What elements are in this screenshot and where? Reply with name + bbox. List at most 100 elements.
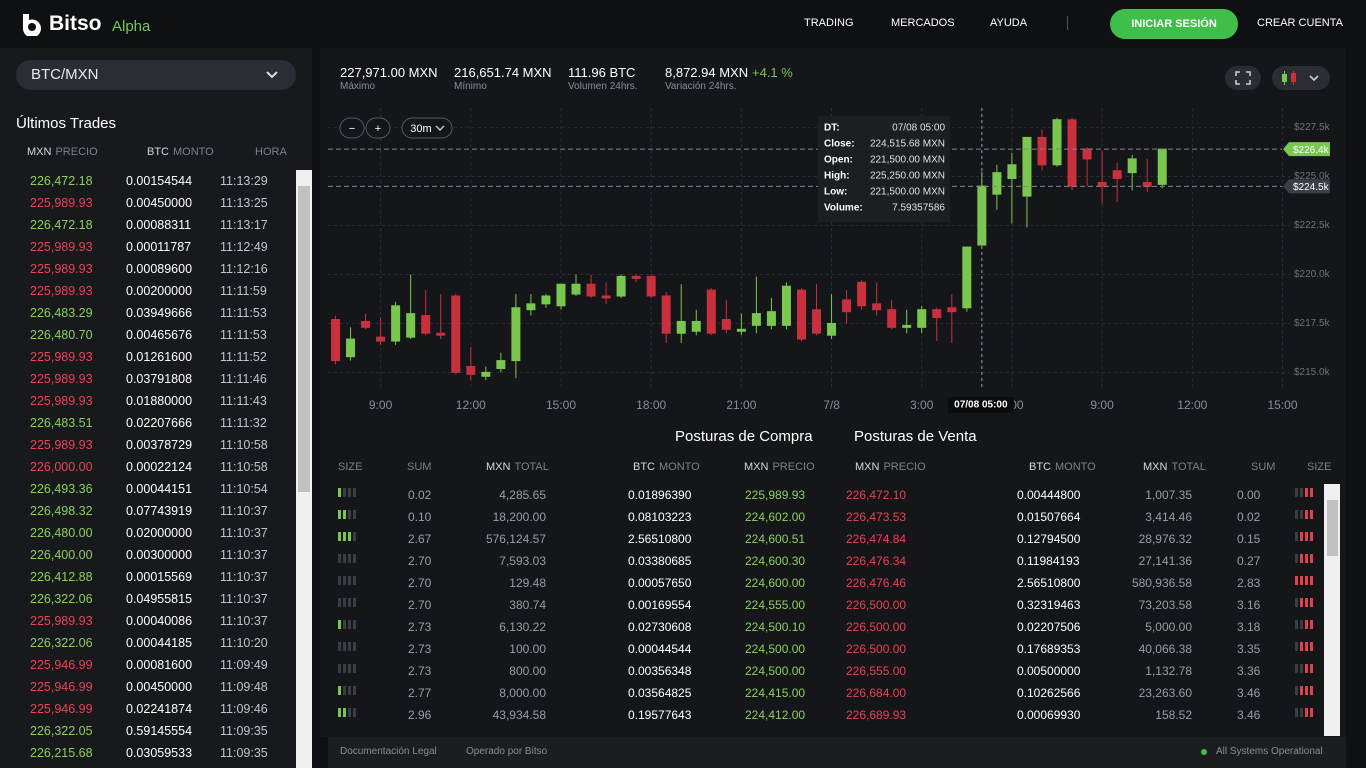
trade-time: 11:09:49 <box>220 658 268 672</box>
size-bar <box>338 686 356 695</box>
trade-amount: 0.00088311 <box>126 218 192 232</box>
logo-icon <box>22 14 41 36</box>
chart-control[interactable] <box>339 117 365 139</box>
candle-body <box>496 360 506 369</box>
trade-price: 225,946.99 <box>30 680 93 694</box>
ask-price: 226,500.00 <box>846 598 907 612</box>
candle-body <box>1067 119 1077 187</box>
x-tick-label: 7/8 <box>823 398 840 412</box>
candle-body <box>646 275 656 297</box>
candle-body <box>436 332 446 336</box>
footer-link[interactable]: Documentación Legal <box>340 746 437 757</box>
trade-time: 11:10:58 <box>220 438 268 452</box>
candle-body <box>361 320 371 328</box>
scrollbar-thumb[interactable] <box>298 186 310 492</box>
tooltip <box>818 116 950 222</box>
trade-price: 226,215.68 <box>30 746 93 760</box>
candle-body <box>1127 158 1137 174</box>
chart-control-label[interactable]: − <box>349 123 355 135</box>
bid-sum: 2.96 <box>408 708 432 722</box>
ask-price: 226,472.10 <box>846 488 907 502</box>
size-block <box>348 642 351 651</box>
ask-amount: 0.01507664 <box>1017 510 1081 524</box>
size-block <box>353 554 356 563</box>
nav-link[interactable]: AYUDA <box>990 17 1028 29</box>
chart-control[interactable] <box>401 117 453 139</box>
trade-price: 225,989.93 <box>30 262 93 276</box>
size-block <box>353 664 356 673</box>
trade-time: 11:10:37 <box>220 548 268 562</box>
candle-body <box>827 322 837 336</box>
ask-price: 226,555.00 <box>846 664 907 678</box>
bid-total: 576,124.57 <box>485 532 546 546</box>
bid-amount: 0.03564825 <box>628 686 692 700</box>
stat-value: 216,651.74 MXN <box>454 65 552 80</box>
size-block <box>338 620 341 629</box>
trade-price: 226,322.06 <box>30 592 93 606</box>
asks-title: Posturas de Venta <box>854 428 977 445</box>
trade-time: 11:09:35 <box>220 746 268 760</box>
ask-total: 1,132.78 <box>1145 664 1192 678</box>
candle-body <box>556 283 566 307</box>
candle-body <box>992 172 1002 195</box>
footer-link[interactable]: Operado por Bitso <box>466 746 548 757</box>
stat-label: Variación 24hrs. <box>665 81 737 92</box>
candle-body <box>812 309 822 334</box>
trade-amount: 0.04955815 <box>126 592 193 606</box>
trade-time: 11:10:20 <box>220 636 268 650</box>
ask-price: 226,476.34 <box>846 554 907 568</box>
login-button[interactable]: INICIAR SESIÓN <box>1110 9 1238 39</box>
candle-body <box>391 305 401 342</box>
size-block <box>1300 576 1303 585</box>
bid-price: 225,989.93 <box>745 488 806 502</box>
size-block <box>343 620 346 629</box>
size-block <box>343 576 346 585</box>
trade-time: 11:09:48 <box>220 680 268 694</box>
size-block <box>348 708 351 717</box>
bid-amount: 0.08103223 <box>628 510 692 524</box>
chart-control[interactable] <box>365 117 391 139</box>
bid-total: 8,000.00 <box>499 686 546 700</box>
bid-total: 100.00 <box>509 642 546 656</box>
pair-label: BTC/MXN <box>31 66 99 83</box>
trade-amount: 0.00465676 <box>126 328 193 342</box>
bid-amount: 0.00044544 <box>628 642 692 656</box>
size-block <box>1305 686 1308 695</box>
size-block <box>343 488 346 497</box>
size-block <box>1305 642 1308 651</box>
size-block <box>343 686 346 695</box>
scrollbar-thumb[interactable] <box>1327 500 1338 556</box>
size-block <box>1305 664 1308 673</box>
crosshair-tag <box>947 397 1014 413</box>
ask-sum: 3.36 <box>1237 664 1261 678</box>
ask-amount: 0.12794500 <box>1017 532 1081 546</box>
size-block <box>343 708 346 717</box>
size-block <box>1300 488 1303 497</box>
fullscreen-button[interactable] <box>1225 66 1261 90</box>
chart-type-button[interactable] <box>1272 66 1330 90</box>
size-block <box>348 620 351 629</box>
trade-price: 226,472.18 <box>30 218 93 232</box>
pair-selector[interactable] <box>16 60 296 90</box>
tooltip-value: 224,515.68 MXN <box>870 139 945 150</box>
bid-price: 224,600.51 <box>745 532 806 546</box>
chart-control-label[interactable]: 30m <box>410 123 431 135</box>
nav-link[interactable]: MERCADOS <box>891 17 955 29</box>
size-bar <box>338 510 356 519</box>
size-block <box>343 664 346 673</box>
signup-link[interactable]: CREAR CUENTA <box>1257 17 1343 29</box>
bid-price: 224,415.00 <box>745 686 806 700</box>
left-panel <box>0 48 312 768</box>
candle-body <box>736 328 746 332</box>
size-bar <box>338 532 356 541</box>
candle-body <box>1052 119 1062 166</box>
status-text: All Systems Operational <box>1216 746 1323 757</box>
trade-price: 226,498.32 <box>30 504 93 518</box>
stat-value: 111.96 BTC <box>568 65 636 80</box>
bid-total: 18,200.00 <box>492 510 546 524</box>
nav-link[interactable]: TRADING <box>804 17 854 29</box>
x-tick-label: 12:00 <box>1177 398 1207 412</box>
chart-control-label[interactable]: + <box>375 123 381 135</box>
trade-amount: 0.00378729 <box>126 438 193 452</box>
